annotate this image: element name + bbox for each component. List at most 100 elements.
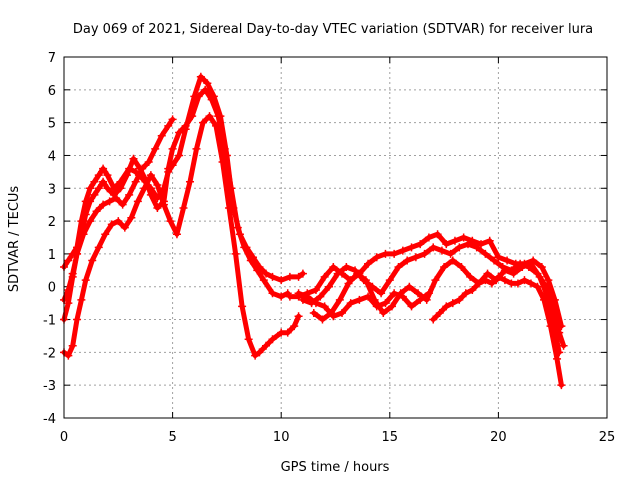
y-tick-label: -3: [43, 379, 56, 394]
data-point: [105, 197, 114, 206]
data-point: [68, 341, 77, 350]
data-point: [377, 289, 386, 298]
data-point: [294, 289, 303, 298]
data-point: [79, 230, 88, 239]
data-point: [188, 112, 197, 121]
data-point: [338, 308, 347, 317]
data-point: [151, 144, 160, 153]
data-point: [244, 335, 253, 344]
y-tick-label: 0: [48, 281, 56, 296]
data-point: [329, 312, 338, 321]
data-point: [90, 177, 99, 186]
data-point: [303, 292, 312, 301]
data-point: [537, 263, 546, 272]
data-point: [298, 269, 307, 278]
data-point: [240, 243, 249, 252]
data-point: [311, 286, 320, 295]
data-point: [64, 256, 73, 265]
data-point: [513, 279, 522, 288]
data-point: [372, 302, 381, 311]
series-track-b: [60, 85, 292, 304]
data-point: [381, 249, 390, 258]
data-point: [231, 249, 240, 258]
data-point: [403, 256, 412, 265]
data-point: [164, 164, 173, 173]
data-point: [431, 276, 440, 285]
y-tick-label: -2: [43, 346, 56, 361]
data-point: [116, 184, 125, 193]
y-tick-label: 2: [48, 215, 56, 230]
data-point: [429, 243, 438, 252]
data-point: [433, 230, 442, 239]
data-point: [526, 279, 535, 288]
data-point: [553, 354, 562, 363]
data-point: [107, 220, 116, 229]
data-point: [320, 302, 329, 311]
data-point: [450, 236, 459, 245]
data-point: [500, 276, 509, 285]
data-point: [268, 272, 277, 281]
data-point: [268, 289, 277, 298]
data-point: [261, 341, 270, 350]
data-point: [379, 308, 388, 317]
x-tick-label: 0: [60, 430, 68, 445]
data-point: [414, 289, 423, 298]
data-point: [218, 158, 227, 167]
data-point: [88, 256, 97, 265]
data-point: [86, 197, 95, 206]
data-point: [494, 272, 503, 281]
x-axis-label: GPS time / hours: [281, 460, 390, 475]
data-point: [92, 207, 101, 216]
data-point: [118, 200, 127, 209]
data-point: [372, 253, 381, 262]
data-point: [94, 171, 103, 180]
data-point: [353, 269, 362, 278]
data-point: [212, 121, 221, 130]
y-tick-label: 3: [48, 182, 56, 197]
data-point: [140, 184, 149, 193]
data-point: [329, 263, 338, 272]
data-point: [416, 295, 425, 304]
data-point: [255, 348, 264, 357]
grid: [64, 57, 607, 418]
data-point: [557, 381, 566, 390]
data-point: [94, 243, 103, 252]
data-point: [390, 289, 399, 298]
data-point: [233, 223, 242, 232]
data-point: [487, 279, 496, 288]
data-point: [181, 121, 190, 130]
data-point: [437, 246, 446, 255]
data-point: [311, 299, 320, 308]
data-point: [112, 194, 121, 203]
data-point: [503, 256, 512, 265]
data-point: [101, 230, 110, 239]
data-point: [485, 236, 494, 245]
data-point: [466, 272, 475, 281]
x-tick-label: 5: [168, 430, 176, 445]
data-point: [205, 112, 214, 121]
data-point: [285, 292, 294, 301]
data-point: [405, 282, 414, 291]
data-point: [424, 233, 433, 242]
data-point: [381, 299, 390, 308]
data-point: [457, 263, 466, 272]
data-point: [546, 322, 555, 331]
data-point: [394, 263, 403, 272]
data-point: [131, 177, 140, 186]
data-point: [446, 249, 455, 258]
data-point: [335, 295, 344, 304]
data-point: [344, 279, 353, 288]
data-point: [355, 295, 364, 304]
data-point: [159, 200, 168, 209]
data-point: [481, 276, 490, 285]
data-point: [103, 171, 112, 180]
x-tick-label: 20: [490, 430, 507, 445]
y-tick-label: -4: [43, 412, 56, 427]
data-point: [68, 272, 77, 281]
data-point: [179, 203, 188, 212]
data-point: [364, 259, 373, 268]
data-point: [468, 286, 477, 295]
x-tick-label: 25: [599, 430, 616, 445]
data-point: [474, 279, 483, 288]
data-point: [435, 308, 444, 317]
